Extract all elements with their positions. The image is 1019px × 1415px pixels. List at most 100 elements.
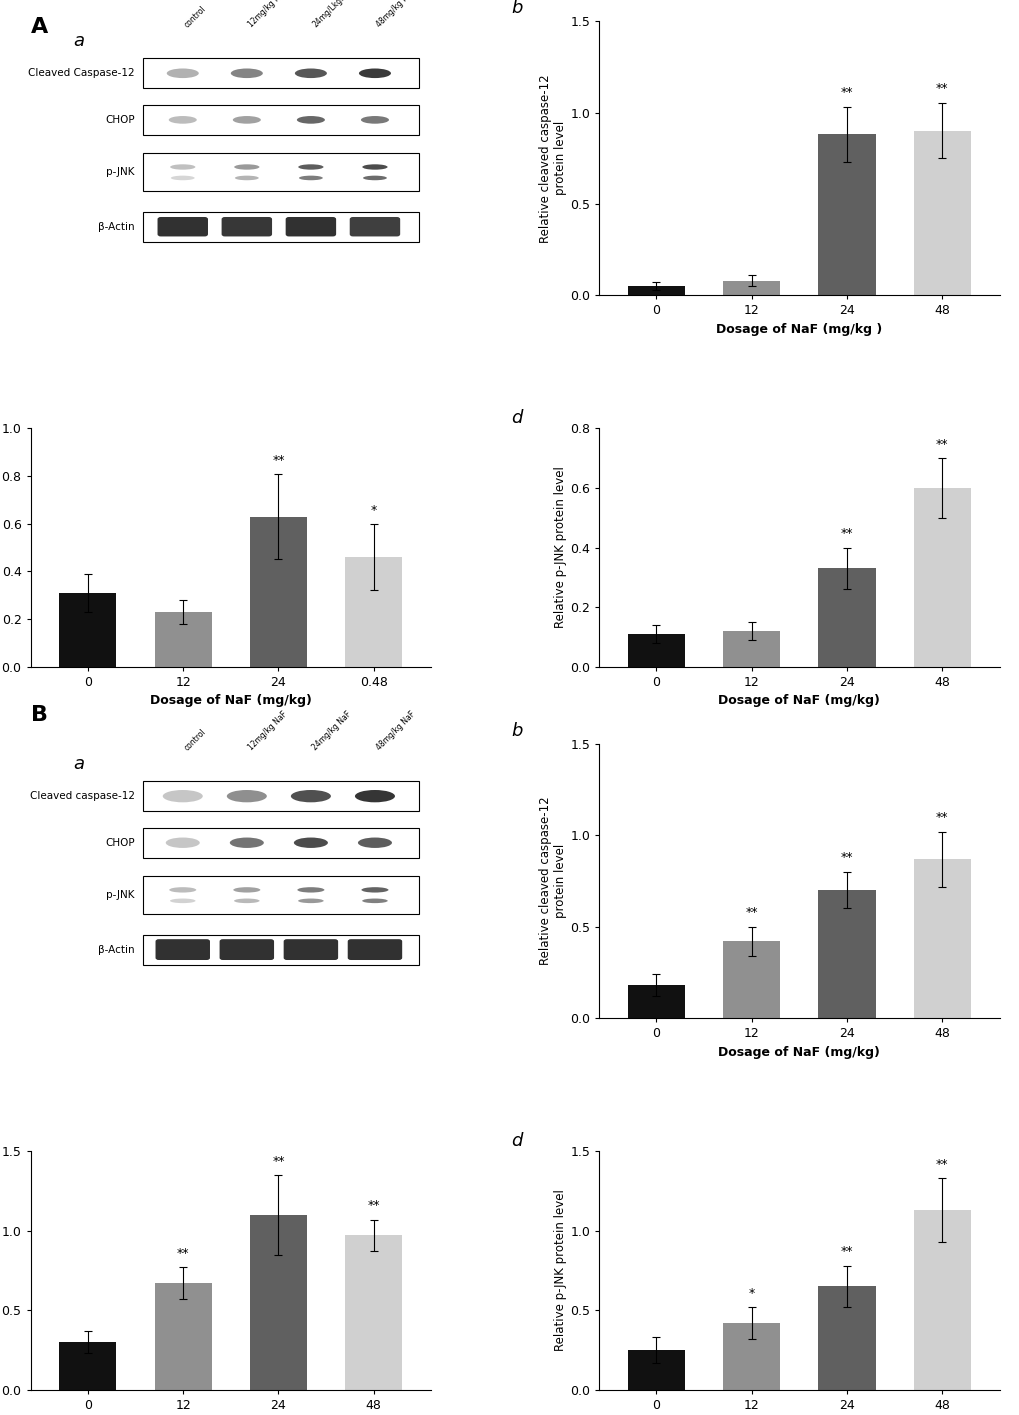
Text: control: control <box>182 727 208 753</box>
Ellipse shape <box>298 887 324 893</box>
Ellipse shape <box>234 175 259 180</box>
Ellipse shape <box>361 887 388 893</box>
Ellipse shape <box>355 790 394 802</box>
Bar <box>913 130 970 296</box>
Text: 48mg/kg NaF: 48mg/kg NaF <box>375 0 417 30</box>
FancyBboxPatch shape <box>347 940 401 959</box>
Bar <box>143 58 419 88</box>
Text: *: * <box>748 1286 754 1300</box>
Bar <box>155 611 212 666</box>
Text: **: ** <box>745 906 757 918</box>
FancyBboxPatch shape <box>221 216 272 236</box>
Bar <box>143 876 419 914</box>
Ellipse shape <box>226 790 267 802</box>
Ellipse shape <box>294 68 326 78</box>
Ellipse shape <box>166 68 199 78</box>
X-axis label: Dosage of NaF (mg/kg): Dosage of NaF (mg/kg) <box>150 695 312 708</box>
Bar <box>143 153 419 191</box>
Ellipse shape <box>233 899 259 903</box>
Text: **: ** <box>272 454 284 467</box>
Text: **: ** <box>367 1200 380 1213</box>
FancyBboxPatch shape <box>285 216 336 236</box>
Text: **: ** <box>935 82 948 95</box>
Ellipse shape <box>230 68 263 78</box>
Ellipse shape <box>229 838 264 848</box>
Text: CHOP: CHOP <box>105 115 135 125</box>
Y-axis label: Relative cleaved caspase-12
protein level: Relative cleaved caspase-12 protein leve… <box>539 797 567 965</box>
Ellipse shape <box>298 164 323 170</box>
Ellipse shape <box>170 899 196 903</box>
Text: β-Actin: β-Actin <box>98 222 135 232</box>
Bar <box>155 1283 212 1390</box>
Text: Cleaved Caspase-12: Cleaved Caspase-12 <box>29 68 135 78</box>
Ellipse shape <box>299 175 322 180</box>
Text: **: ** <box>176 1247 190 1261</box>
Ellipse shape <box>169 887 196 893</box>
Bar <box>722 941 780 1019</box>
Text: **: ** <box>840 528 853 541</box>
Ellipse shape <box>168 116 197 123</box>
Ellipse shape <box>359 68 390 78</box>
FancyBboxPatch shape <box>155 940 210 959</box>
Bar <box>913 859 970 1019</box>
Bar <box>344 1235 403 1390</box>
X-axis label: Dosage of NaF (mg/kg ): Dosage of NaF (mg/kg ) <box>715 323 881 335</box>
Ellipse shape <box>362 899 387 903</box>
Ellipse shape <box>293 838 327 848</box>
Text: CHOP: CHOP <box>105 838 135 848</box>
Text: **: ** <box>935 439 948 451</box>
X-axis label: Dosage of NaF (mg/kg): Dosage of NaF (mg/kg) <box>717 1046 879 1058</box>
Y-axis label: Relative p-JNK protein level: Relative p-JNK protein level <box>554 467 567 628</box>
Ellipse shape <box>361 116 388 123</box>
Bar <box>143 105 419 134</box>
FancyBboxPatch shape <box>283 940 337 959</box>
Text: 12mg/kg NaF: 12mg/kg NaF <box>247 0 289 30</box>
Text: **: ** <box>272 1155 284 1167</box>
Text: 12mg/kg NaF: 12mg/kg NaF <box>247 710 289 753</box>
Text: 24mg/LkgNaF: 24mg/LkgNaF <box>311 0 355 30</box>
Text: b: b <box>511 722 522 740</box>
Bar <box>143 828 419 857</box>
Bar <box>817 569 874 666</box>
Text: *: * <box>370 504 377 516</box>
Bar <box>143 781 419 811</box>
Text: **: ** <box>935 1157 948 1172</box>
Text: a: a <box>73 33 84 50</box>
FancyBboxPatch shape <box>157 216 208 236</box>
Ellipse shape <box>297 116 325 123</box>
Text: A: A <box>31 17 48 37</box>
X-axis label: Dosage of NaF (mg/kg): Dosage of NaF (mg/kg) <box>717 695 879 708</box>
Text: p-JNK: p-JNK <box>106 167 135 177</box>
Bar <box>143 934 419 965</box>
Ellipse shape <box>290 790 330 802</box>
Text: β-Actin: β-Actin <box>98 945 135 955</box>
Ellipse shape <box>163 790 203 802</box>
Bar <box>817 134 874 296</box>
Text: **: ** <box>840 850 853 863</box>
Ellipse shape <box>233 887 260 893</box>
Text: control: control <box>182 4 208 30</box>
Bar <box>59 1341 116 1390</box>
Bar <box>627 985 685 1019</box>
Text: d: d <box>511 409 522 427</box>
Y-axis label: Relative cleaved caspase-12
protein level: Relative cleaved caspase-12 protein leve… <box>539 74 567 242</box>
Bar <box>627 1350 685 1390</box>
Bar <box>344 558 403 666</box>
Ellipse shape <box>165 838 200 848</box>
Bar <box>913 1210 970 1390</box>
FancyBboxPatch shape <box>219 940 274 959</box>
Ellipse shape <box>232 116 261 123</box>
FancyBboxPatch shape <box>350 216 399 236</box>
Text: p-JNK: p-JNK <box>106 890 135 900</box>
Bar <box>817 1286 874 1390</box>
Text: **: ** <box>935 811 948 824</box>
Bar <box>722 631 780 666</box>
Bar <box>913 488 970 666</box>
Bar <box>59 593 116 666</box>
Ellipse shape <box>298 899 323 903</box>
Bar <box>722 280 780 296</box>
Ellipse shape <box>234 164 259 170</box>
Bar <box>817 890 874 1019</box>
Text: b: b <box>511 0 522 17</box>
Bar <box>250 1215 307 1390</box>
